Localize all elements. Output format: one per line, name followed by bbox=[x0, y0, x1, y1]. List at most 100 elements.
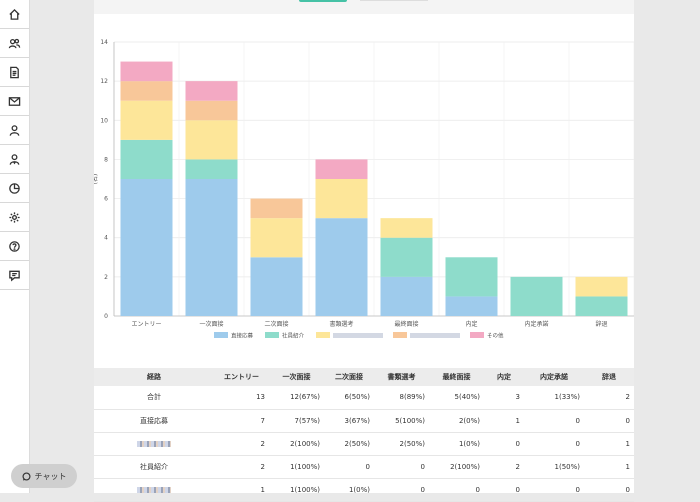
table-cell: 2 bbox=[214, 432, 269, 456]
table-row: 社員紹介 2 1(100%) 0 0 2(100%) 2 1(50%) 1 bbox=[94, 455, 634, 479]
table-cell: 0 bbox=[484, 478, 524, 502]
bar-segment bbox=[185, 81, 238, 101]
nav-candidates[interactable] bbox=[0, 29, 29, 58]
bar-segment bbox=[120, 81, 173, 101]
redacted-label bbox=[137, 440, 171, 447]
table-cell: 3(67%) bbox=[324, 409, 374, 433]
sidebar bbox=[0, 0, 30, 493]
table-cell: 0 bbox=[524, 409, 584, 433]
bar-segment bbox=[185, 159, 238, 179]
bar-segment bbox=[120, 100, 173, 140]
bar-segment bbox=[445, 257, 498, 297]
column-header[interactable]: 二次面接 bbox=[324, 368, 374, 386]
table-cell: 2 bbox=[214, 455, 269, 479]
column-header[interactable]: 内定 bbox=[484, 368, 524, 386]
nav-staff[interactable] bbox=[0, 145, 29, 174]
y-tick-label: 6 bbox=[104, 196, 108, 203]
column-header[interactable]: 一次面接 bbox=[269, 368, 324, 386]
table-cell: 0 bbox=[484, 432, 524, 456]
legend-swatch bbox=[393, 332, 407, 338]
bar-segment bbox=[380, 218, 433, 238]
y-tick-label: 14 bbox=[100, 39, 108, 46]
top-toggle-active[interactable] bbox=[299, 0, 347, 2]
y-tick-label: 2 bbox=[104, 274, 108, 281]
column-header[interactable]: 書類選考 bbox=[374, 368, 429, 386]
bar-segment bbox=[120, 61, 173, 82]
nav-analytics[interactable] bbox=[0, 174, 29, 203]
row-label: 直接応募 bbox=[94, 409, 214, 433]
bar-segment bbox=[185, 100, 238, 121]
table-cell: 1 bbox=[484, 409, 524, 433]
table-cell: 0 bbox=[524, 432, 584, 456]
x-tick-label: エントリー bbox=[131, 321, 161, 328]
y-tick-label: 0 bbox=[104, 313, 108, 320]
users-icon bbox=[8, 38, 21, 48]
table-cell: 0 bbox=[584, 478, 634, 502]
legend-label-redacted bbox=[410, 333, 460, 338]
table-cell: 7(57%) bbox=[269, 409, 324, 433]
table-cell: 0 bbox=[324, 455, 374, 479]
nav-messages[interactable] bbox=[0, 261, 29, 290]
nav-help[interactable] bbox=[0, 232, 29, 261]
row-label: 合計 bbox=[94, 386, 214, 410]
table-cell: 0 bbox=[524, 478, 584, 502]
column-header[interactable]: 経路 bbox=[94, 368, 214, 386]
column-header[interactable]: 最終面接 bbox=[429, 368, 484, 386]
table-cell: 2(0%) bbox=[429, 409, 484, 433]
bar-segment bbox=[250, 257, 303, 316]
column-header[interactable]: エントリー bbox=[214, 368, 269, 386]
x-tick-label: 最終面接 bbox=[394, 320, 418, 328]
x-tick-label: 書類選考 bbox=[329, 320, 353, 328]
legend-swatch bbox=[316, 332, 330, 338]
table-cell: 1 bbox=[214, 478, 269, 502]
bar-segment bbox=[380, 276, 433, 316]
table-cell: 0 bbox=[374, 478, 429, 502]
table-header: 経路 エントリー 一次面接 二次面接 書類選考 最終面接 内定 内定承諾 辞退 bbox=[94, 368, 634, 386]
x-tick-label: 二次面接 bbox=[264, 320, 288, 328]
y-axis-label: (名) bbox=[94, 174, 99, 185]
table-cell: 2(100%) bbox=[269, 432, 324, 456]
table-cell: 1 bbox=[584, 432, 634, 456]
bar-segment bbox=[510, 276, 563, 316]
table-cell: 2 bbox=[484, 455, 524, 479]
nav-settings[interactable] bbox=[0, 203, 29, 232]
y-tick-label: 8 bbox=[104, 156, 108, 163]
legend-swatch bbox=[265, 332, 279, 338]
bar-segment bbox=[185, 120, 238, 160]
table-cell: 2(50%) bbox=[374, 432, 429, 456]
top-toolbar bbox=[94, 0, 634, 14]
table-cell: 1(50%) bbox=[524, 455, 584, 479]
row-label: 社員紹介 bbox=[94, 455, 214, 479]
row-label bbox=[94, 478, 214, 502]
table-cell: 3 bbox=[484, 386, 524, 410]
top-toggle-inactive[interactable] bbox=[360, 0, 428, 1]
nav-user[interactable] bbox=[0, 116, 29, 145]
nav-home[interactable] bbox=[0, 0, 29, 29]
nav-mail[interactable] bbox=[0, 87, 29, 116]
table-cell: 0 bbox=[429, 478, 484, 502]
column-header[interactable]: 内定承諾 bbox=[524, 368, 584, 386]
bar-segment bbox=[445, 296, 498, 316]
report-panel: 0 2 4 6 8 10 12 14 (名) エントリー 一次面接 二次面接 書類選考 最終面接 内定 内定承… bbox=[94, 0, 634, 502]
nav-documents[interactable] bbox=[0, 58, 29, 87]
legend-swatch bbox=[214, 332, 228, 338]
gear-icon bbox=[9, 211, 20, 223]
table-row: 合計 13 12(67%) 6(50%) 8(89%) 5(40%) 3 1(33%) 2 bbox=[94, 386, 634, 410]
table-cell: 2(50%) bbox=[324, 432, 374, 456]
pie-chart-icon bbox=[9, 182, 20, 194]
bar-segment bbox=[575, 296, 628, 316]
chat-button[interactable]: チャット bbox=[11, 464, 77, 488]
table-row: 2 2(100%) 2(50%) 2(50%) 1(0%) 0 0 1 bbox=[94, 432, 634, 456]
bar-segment bbox=[120, 179, 173, 316]
table-cell: 12(67%) bbox=[269, 386, 324, 410]
bar-segment bbox=[575, 276, 628, 297]
x-tick-label: 内定 bbox=[465, 320, 477, 328]
right-margin bbox=[648, 0, 700, 493]
row-label bbox=[94, 432, 214, 456]
chat-list-icon bbox=[9, 270, 20, 282]
table-cell: 2(100%) bbox=[429, 455, 484, 479]
bar-segment bbox=[380, 237, 433, 277]
table-row: 直接応募 7 7(57%) 3(67%) 5(100%) 2(0%) 1 0 0 bbox=[94, 409, 634, 433]
column-header[interactable]: 辞退 bbox=[584, 368, 634, 386]
legend-swatch bbox=[470, 332, 484, 338]
